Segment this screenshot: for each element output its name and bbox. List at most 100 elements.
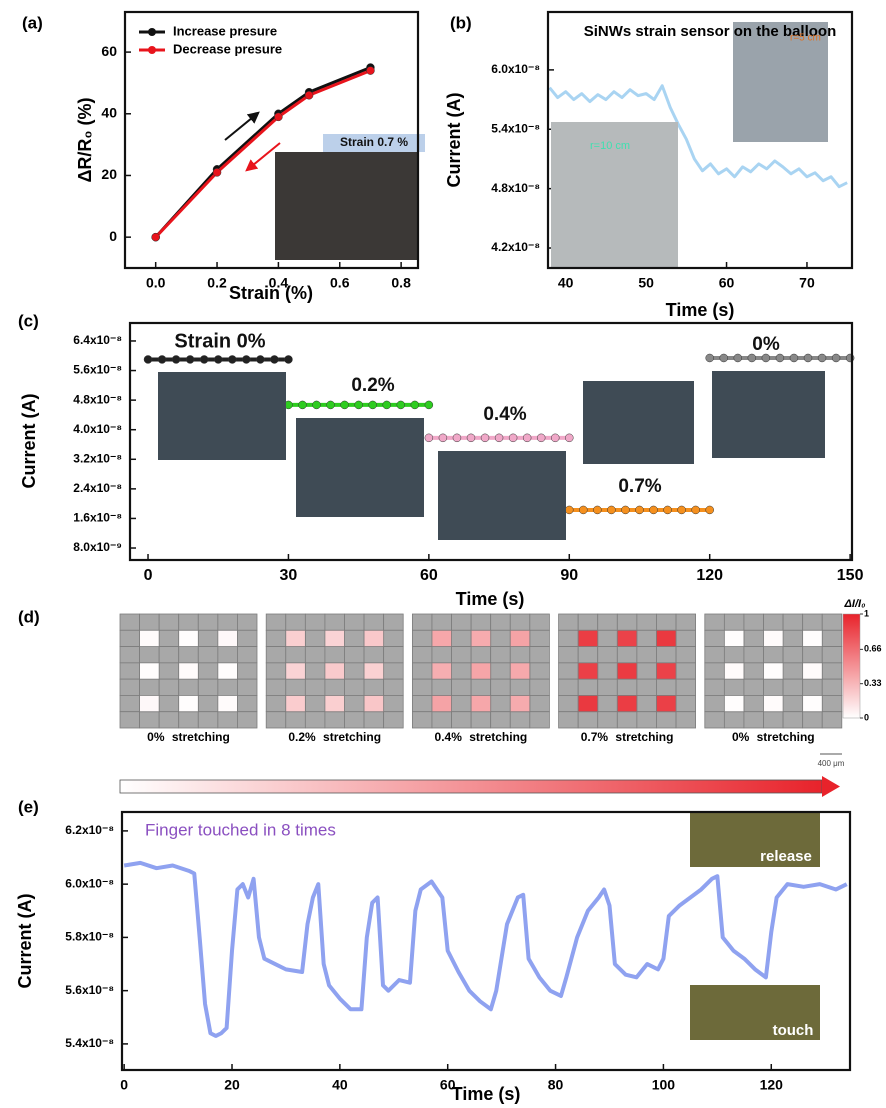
x-axis-label: Strain (%) (229, 283, 313, 303)
grid-cell (822, 695, 842, 711)
grid-cell (559, 712, 579, 728)
grid-cell (764, 647, 784, 663)
grid-cell (286, 614, 306, 630)
y-tick-label: 8.0x10⁻⁹ (73, 540, 122, 554)
grid-cell (656, 647, 676, 663)
x-axis-label: Time (s) (456, 589, 525, 609)
grid-cell (637, 663, 657, 679)
grid-cell (432, 712, 452, 728)
grid-cell (471, 647, 491, 663)
heat-cell (724, 695, 744, 711)
x-tick-label: 120 (760, 1077, 784, 1093)
grid-cell (471, 614, 491, 630)
grid-cell (325, 679, 345, 695)
legend-marker (148, 28, 156, 36)
data-point (270, 355, 278, 363)
data-point (242, 355, 250, 363)
grid-cell (578, 679, 598, 695)
grid-cell (159, 663, 179, 679)
data-point (369, 401, 377, 409)
legend-marker (148, 46, 156, 54)
x-tick-label: 0.2 (207, 275, 227, 291)
grid-cell (598, 695, 618, 711)
grid-cell (218, 614, 238, 630)
colorbar-tick-label: 0.33 (864, 678, 882, 688)
grid-cell (120, 647, 140, 663)
grid-cell (676, 663, 696, 679)
grid-cell (598, 614, 618, 630)
panel-label: (d) (18, 607, 40, 626)
data-point (284, 355, 292, 363)
data-point (748, 354, 756, 362)
grid-cell (120, 695, 140, 711)
panel-label: (e) (18, 797, 39, 816)
grid-cell (159, 695, 179, 711)
grid-cell (120, 663, 140, 679)
x-tick-label: 90 (560, 567, 578, 584)
grid-cell (744, 679, 764, 695)
data-point (213, 168, 221, 176)
grid-cell (783, 663, 803, 679)
grid-cell (617, 647, 637, 663)
grid-cell (803, 712, 823, 728)
heat-cell (617, 695, 637, 711)
grid-cell (559, 630, 579, 646)
grid-cell (530, 614, 550, 630)
grid-cell (286, 647, 306, 663)
data-point (832, 354, 840, 362)
heat-cell (764, 630, 784, 646)
annotation: Finger touched in 8 times (145, 820, 336, 839)
panel-label: (c) (18, 311, 39, 330)
grid-cell (491, 695, 511, 711)
heat-cell (510, 695, 530, 711)
grid-cell (510, 712, 530, 728)
panel-caption: 0.7% stretching (581, 730, 674, 744)
grid-cell (384, 647, 404, 663)
grid-cell (198, 695, 218, 711)
grid-cell (724, 712, 744, 728)
grid-cell (266, 647, 286, 663)
x-tick-label: 150 (837, 567, 864, 584)
grid-cell (384, 663, 404, 679)
grid-cell (559, 695, 579, 711)
grid-cell (198, 647, 218, 663)
annotation: r=5 cm (790, 33, 821, 44)
y-tick-label: 1.6x10⁻⁸ (73, 511, 122, 525)
grid-cell (344, 695, 364, 711)
grid-cell (822, 663, 842, 679)
panel-caption: 0% stretching (147, 730, 230, 744)
data-point (355, 401, 363, 409)
grid-cell (822, 630, 842, 646)
photo (296, 418, 424, 517)
grid-cell (364, 712, 384, 728)
grid-cell (656, 712, 676, 728)
data-point (635, 506, 643, 514)
x-tick-label: 40 (558, 275, 574, 291)
grid-cell (452, 663, 472, 679)
annotation: 0% (752, 334, 780, 355)
data-point (313, 401, 321, 409)
data-point (256, 355, 264, 363)
grid-cell (803, 679, 823, 695)
y-tick-label: 4.8x10⁻⁸ (491, 181, 540, 195)
data-point (551, 434, 559, 442)
grid-cell (412, 614, 432, 630)
data-point (495, 434, 503, 442)
grid-cell (120, 679, 140, 695)
x-tick-label: 30 (280, 567, 298, 584)
grid-cell (120, 614, 140, 630)
x-tick-label: 60 (420, 567, 438, 584)
grid-cell (744, 695, 764, 711)
grid-cell (286, 712, 306, 728)
grid-cell (159, 614, 179, 630)
colorbar-tick-label: 0 (864, 712, 869, 722)
grid-cell (384, 712, 404, 728)
grid-cell (676, 712, 696, 728)
heat-cell (286, 630, 306, 646)
heat-cell (364, 663, 384, 679)
annotation: 0.7% (618, 476, 661, 497)
grid-cell (578, 647, 598, 663)
grid-cell (364, 614, 384, 630)
y-tick-label: 2.4x10⁻⁸ (73, 481, 122, 495)
grid-cell (783, 647, 803, 663)
